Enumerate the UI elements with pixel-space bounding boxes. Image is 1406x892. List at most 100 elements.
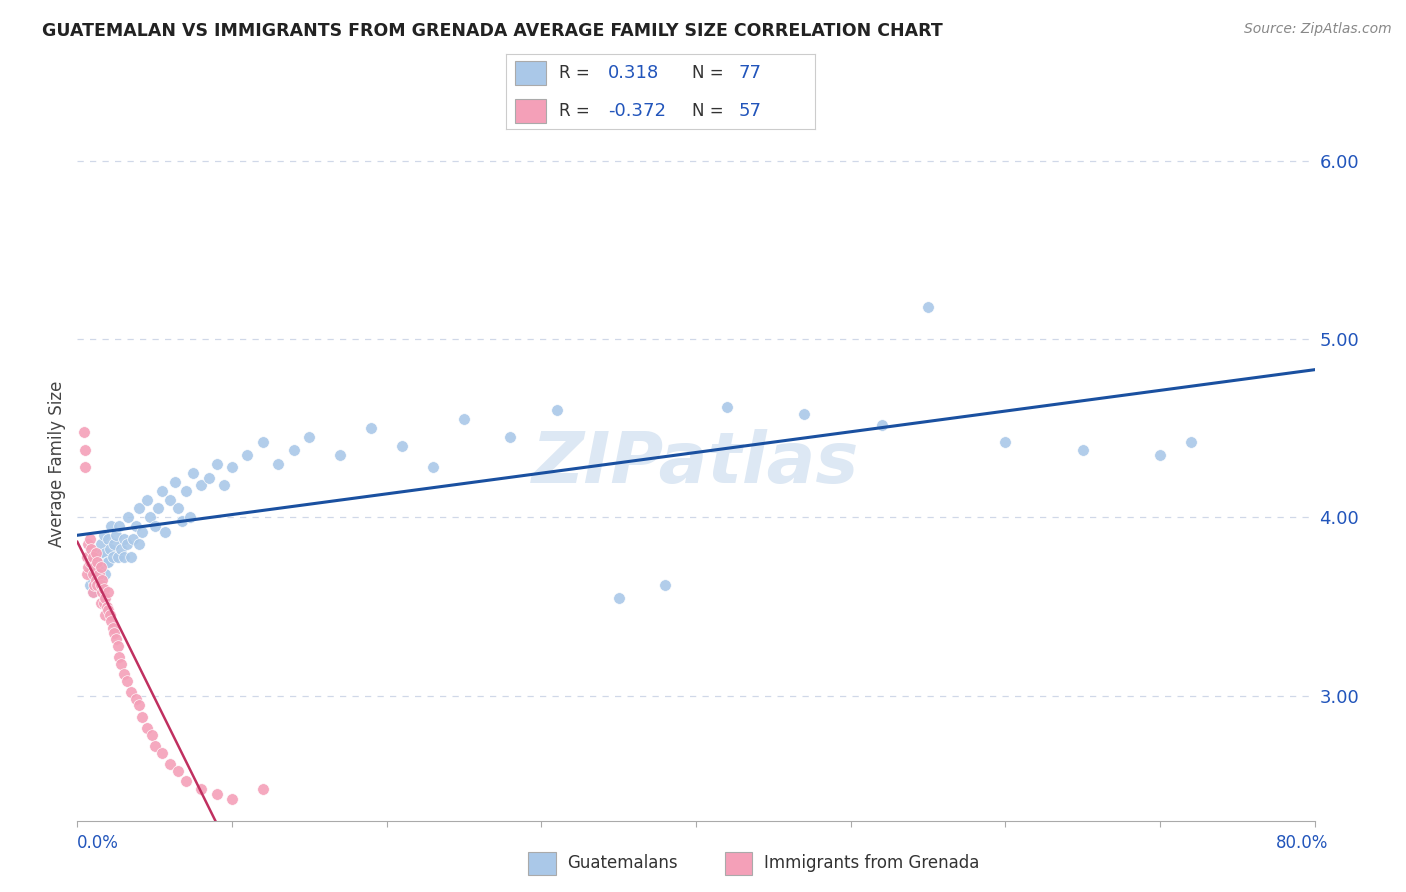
Text: Immigrants from Grenada: Immigrants from Grenada — [765, 854, 980, 872]
Point — [128, 501, 150, 516]
Y-axis label: Average Family Size: Average Family Size — [48, 381, 66, 547]
Point — [422, 460, 444, 475]
Point — [84, 546, 107, 560]
Point — [110, 542, 132, 557]
Point — [167, 764, 190, 778]
Point — [91, 573, 114, 587]
Point — [83, 560, 105, 574]
Point — [221, 460, 243, 475]
Point — [101, 621, 124, 635]
Point — [115, 674, 138, 689]
Point — [174, 774, 197, 789]
Point — [329, 448, 352, 462]
Point — [82, 549, 104, 564]
Point — [90, 560, 112, 574]
Point — [163, 475, 186, 489]
Point — [82, 585, 104, 599]
Point — [121, 685, 143, 699]
Point — [100, 614, 122, 628]
FancyBboxPatch shape — [529, 852, 555, 875]
Point — [90, 596, 112, 610]
Point — [117, 510, 139, 524]
Point — [298, 430, 321, 444]
Point — [146, 501, 169, 516]
Point — [115, 537, 138, 551]
Point — [76, 549, 98, 564]
Point — [93, 582, 115, 596]
Point — [174, 483, 197, 498]
Point — [214, 478, 236, 492]
Point — [607, 591, 630, 605]
Point — [112, 532, 135, 546]
Point — [86, 578, 108, 592]
Point — [267, 457, 290, 471]
Text: R =: R = — [558, 103, 595, 120]
Point — [80, 567, 103, 582]
Point — [75, 460, 96, 475]
Point — [167, 501, 190, 516]
Point — [97, 585, 120, 599]
Text: ZIPatlas: ZIPatlas — [533, 429, 859, 499]
Point — [90, 578, 112, 592]
Point — [155, 524, 177, 539]
Point — [100, 519, 122, 533]
Text: 0.0%: 0.0% — [77, 834, 120, 852]
FancyBboxPatch shape — [725, 852, 752, 875]
Point — [79, 560, 101, 574]
Text: 0.318: 0.318 — [609, 64, 659, 82]
Point — [97, 532, 120, 546]
Point — [141, 728, 163, 742]
Point — [103, 537, 125, 551]
Point — [83, 578, 105, 592]
Point — [105, 632, 128, 646]
Point — [125, 519, 148, 533]
Point — [91, 585, 114, 599]
Point — [654, 578, 676, 592]
Text: N =: N = — [692, 103, 728, 120]
Point — [79, 578, 101, 592]
Point — [90, 560, 112, 574]
Point — [112, 667, 135, 681]
Point — [143, 519, 166, 533]
Point — [93, 596, 115, 610]
Point — [1180, 435, 1202, 450]
Point — [86, 555, 108, 569]
Text: -0.372: -0.372 — [609, 103, 666, 120]
Point — [94, 567, 117, 582]
Point — [128, 698, 150, 712]
Point — [84, 546, 107, 560]
Point — [205, 457, 228, 471]
Point — [136, 492, 159, 507]
Point — [90, 578, 112, 592]
Point — [91, 549, 114, 564]
Point — [108, 649, 131, 664]
Text: 80.0%: 80.0% — [1277, 834, 1329, 852]
Point — [917, 300, 939, 314]
Point — [159, 492, 181, 507]
Point — [87, 567, 110, 582]
Point — [125, 692, 148, 706]
Point — [198, 471, 221, 485]
Point — [77, 560, 100, 574]
Point — [75, 442, 96, 457]
Point — [183, 466, 205, 480]
Point — [131, 710, 153, 724]
Point — [716, 400, 738, 414]
Text: 57: 57 — [738, 103, 761, 120]
Text: 77: 77 — [738, 64, 761, 82]
Point — [179, 510, 201, 524]
Point — [1071, 442, 1094, 457]
Point — [190, 478, 212, 492]
Point — [221, 792, 243, 806]
Point — [80, 542, 103, 557]
Point — [84, 573, 107, 587]
Point — [190, 781, 212, 796]
Point — [110, 657, 132, 671]
Point — [205, 787, 228, 801]
Point — [172, 514, 194, 528]
Point — [96, 555, 118, 569]
Point — [143, 739, 166, 753]
Point — [283, 442, 305, 457]
Point — [82, 573, 104, 587]
Text: GUATEMALAN VS IMMIGRANTS FROM GRENADA AVERAGE FAMILY SIZE CORRELATION CHART: GUATEMALAN VS IMMIGRANTS FROM GRENADA AV… — [42, 22, 943, 40]
